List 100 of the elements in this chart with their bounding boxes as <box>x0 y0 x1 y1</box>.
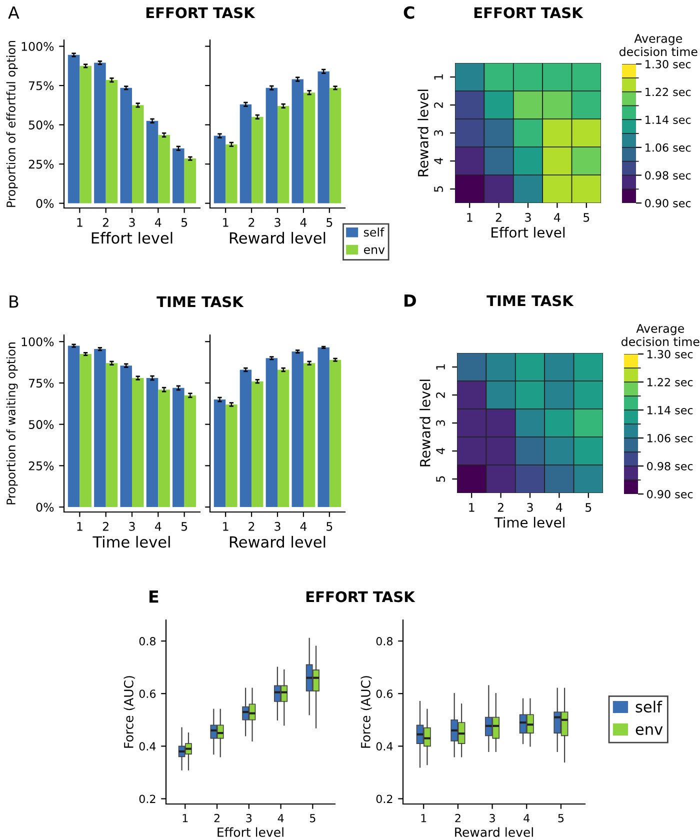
y-tick-label: 0.6 <box>376 690 393 698</box>
x-axis-title: Effort level <box>92 232 172 244</box>
x-tick-label: 5 <box>326 522 332 531</box>
x-tick-label: 2 <box>214 814 220 822</box>
x-tick-label: 5 <box>181 218 188 227</box>
x-tick-label: 2 <box>496 212 502 222</box>
x-axis-title: Reward level <box>230 536 326 548</box>
y-tick-label: 0.6 <box>139 690 156 698</box>
x-tick-label: 2 <box>102 522 108 531</box>
y-tick-label: 25% <box>28 461 54 470</box>
chart-title: EFFORT TASK <box>146 7 256 18</box>
bar <box>329 88 342 204</box>
bar <box>329 360 342 508</box>
y-tick-label: 25% <box>28 160 54 169</box>
x-tick-label: 4 <box>154 218 162 227</box>
text: B <box>10 295 18 308</box>
bar <box>80 354 92 508</box>
x-tick-label: 2 <box>248 218 254 227</box>
bar <box>172 148 184 204</box>
x-tick-label: 4 <box>154 522 162 531</box>
bar <box>292 79 304 204</box>
color-bar-label: 1.06 sec <box>646 143 691 152</box>
bar <box>266 358 278 508</box>
text: C <box>404 6 414 19</box>
x-tick-label: 1 <box>77 522 82 531</box>
y-tick-label: 2 <box>436 392 445 398</box>
color-bar-label: 1.06 sec <box>648 434 693 442</box>
bar <box>120 366 132 508</box>
x-tick-label: 3 <box>274 218 280 227</box>
bar <box>240 104 252 204</box>
text: D <box>404 294 416 307</box>
x-tick-label: 3 <box>525 212 531 222</box>
x-tick-label: 4 <box>554 213 560 222</box>
y-tick-label: 0% <box>36 502 54 512</box>
y-axis-title: Reward level <box>420 380 430 466</box>
bar <box>266 88 278 204</box>
y-tick-label: 100% <box>22 337 54 346</box>
color-bar-label: 1.14 sec <box>648 406 693 414</box>
x-tick-label: 5 <box>558 814 564 822</box>
x-axis-title: Effort level <box>492 226 565 238</box>
y-tick-label: 0.4 <box>376 742 393 751</box>
bar <box>214 136 226 204</box>
y-tick-label: 0.8 <box>139 637 156 646</box>
y-tick-label: 0.2 <box>376 794 392 804</box>
x-axis-title: Reward level <box>230 232 326 244</box>
y-tick-label: 0.2 <box>139 794 156 804</box>
legend-label: env <box>636 726 663 736</box>
text: E <box>150 590 158 603</box>
x-tick-label: 4 <box>300 218 307 227</box>
x-tick-label: 5 <box>586 503 592 512</box>
y-axis-title: Reward level <box>418 90 428 176</box>
y-tick-label: 1 <box>436 364 445 370</box>
bar <box>106 363 118 508</box>
y-tick-label: 50% <box>28 420 54 429</box>
color-bar-label: 1.14 sec <box>646 116 691 124</box>
bar <box>226 144 238 204</box>
bar <box>252 381 264 508</box>
bar <box>318 347 330 508</box>
color-bar-label: 0.90 sec <box>645 198 691 208</box>
x-axis-title: Time level <box>92 536 170 548</box>
x-tick-label: 3 <box>274 522 280 531</box>
bar <box>278 370 290 508</box>
bar <box>68 346 80 508</box>
bar <box>80 66 92 204</box>
chart-title: TIME TASK <box>486 295 574 306</box>
bar <box>226 404 238 508</box>
color-bar-label: 1.22 sec <box>648 378 693 386</box>
x-tick-label: 3 <box>246 814 252 822</box>
x-tick-label: 1 <box>182 814 188 822</box>
x-axis-title: Time level <box>494 516 564 528</box>
x-tick-label: 4 <box>524 814 530 822</box>
x-tick-label: 2 <box>498 502 504 512</box>
color-bar-title: Average decision time <box>622 324 700 346</box>
text: A <box>8 6 20 19</box>
x-tick-label: 2 <box>248 522 254 531</box>
x-tick-label: 1 <box>469 503 474 512</box>
bar <box>68 54 80 204</box>
y-tick-label: 3 <box>434 130 443 136</box>
x-tick-label: 1 <box>223 522 228 531</box>
bar <box>146 120 158 204</box>
chart-title: EFFORT TASK <box>306 591 416 602</box>
x-tick-label: 3 <box>129 522 135 531</box>
y-axis-title: Proportion of waiting option <box>6 342 18 504</box>
x-tick-label: 5 <box>181 522 188 531</box>
color-bar-label: 1.30 sec <box>646 60 691 68</box>
bar <box>292 352 304 508</box>
color-bar-label: 1.22 sec <box>646 88 691 96</box>
x-tick-label: 5 <box>584 213 590 222</box>
bar <box>146 378 158 508</box>
y-tick-label: 3 <box>436 420 445 426</box>
y-tick-label: 0.8 <box>376 637 393 646</box>
bar <box>278 106 290 204</box>
x-tick-label: 1 <box>467 213 472 222</box>
x-axis-title: Effort level <box>218 827 284 837</box>
chart-title: TIME TASK <box>156 296 244 308</box>
legend-label: self <box>364 228 384 237</box>
x-tick-label: 3 <box>490 814 495 822</box>
bar <box>172 388 184 508</box>
y-tick-label: 0.4 <box>139 742 156 751</box>
bar <box>184 158 196 204</box>
